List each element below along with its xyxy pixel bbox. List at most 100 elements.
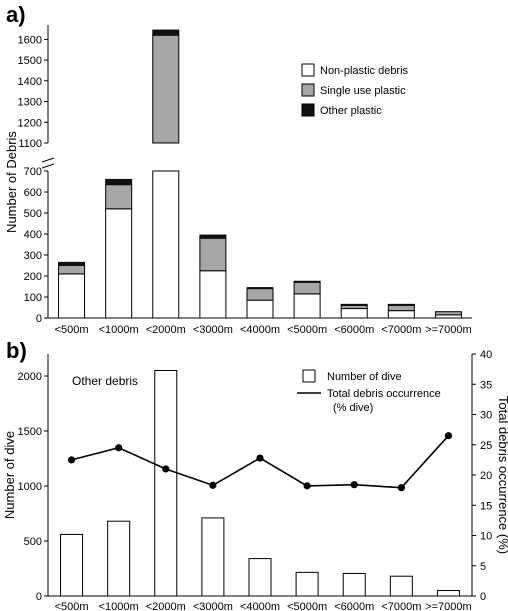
x-tick-label-6000m: <6000m xyxy=(334,601,374,611)
y-tick-label-1300: 1300 xyxy=(18,97,42,109)
chart-b-axes: 0 500 1000 1500 2000 0 5 10 15 20 25 30 35 40 <500m <10… xyxy=(18,349,493,611)
y-tick-label-1100: 1100 xyxy=(18,138,42,150)
bar-other-plastic-4000m xyxy=(246,287,274,290)
x-tick-label-500m: <500m xyxy=(55,324,89,336)
x-tick-label-2000m: <2000m xyxy=(146,601,186,611)
y2-tick-label-0: 0 xyxy=(480,591,486,603)
panel-label-b: b) xyxy=(6,338,27,363)
x-tick-label-1000m: <1000m xyxy=(99,324,139,336)
y2-tick-label-5: 5 xyxy=(480,561,486,573)
y2-tick-label-10: 10 xyxy=(480,531,492,543)
legend-label-non-plastic-debris: Non-plastic debris xyxy=(320,65,409,77)
bar-single-use-plastic-4000m xyxy=(246,288,274,301)
x-tick-label-2000m: <2000m xyxy=(146,324,186,336)
point-total-debris-occurrence-4000m xyxy=(256,454,264,462)
bar-number-of-dive-1000m xyxy=(107,520,131,597)
bar-number-of-dive-7000m xyxy=(436,590,460,597)
bar-single-use-plastic-1000m xyxy=(105,184,133,210)
bar-other-plastic-3000m xyxy=(199,234,227,239)
bar-number-of-dive-5000m xyxy=(295,571,319,597)
point-total-debris-occurrence-3000m xyxy=(209,481,217,489)
x-tick-label-1000m: <1000m xyxy=(99,601,139,611)
chart-a-axes: 0 100 200 300 400 500 600 700 1100 1200 1300 1400 15… xyxy=(18,25,472,336)
bar-number-of-dive-4000m xyxy=(248,558,272,597)
bar-non-plastic-debris-1000m xyxy=(105,208,133,319)
point-total-debris-occurrence-7000m xyxy=(397,484,405,492)
bar-single-use-plastic-500m xyxy=(58,265,86,275)
x-tick-label-3000m: <3000m xyxy=(193,324,233,336)
chart-b-bars xyxy=(60,370,460,597)
x-tick-label-7000m: >=7000m xyxy=(425,601,471,611)
line-total-debris-occurrence xyxy=(71,435,450,489)
chart-a-y-axis-title: Number of Debris xyxy=(4,131,19,233)
point-total-debris-occurrence-500m xyxy=(67,456,76,464)
chart-b-y2-axis-title: Total debris occurrence (%) xyxy=(496,396,508,554)
x-tick-label-3000m: <3000m xyxy=(193,601,233,611)
y-tick-label-500: 500 xyxy=(24,208,42,220)
bar-non-plastic-debris-4000m xyxy=(246,299,274,319)
point-total-debris-occurrence-5000m xyxy=(303,482,311,490)
y-tick-label-100: 100 xyxy=(24,292,42,304)
point-total-debris-occurrence-1000m xyxy=(115,444,123,452)
bar-other-plastic-1000m xyxy=(105,178,133,186)
bar-non-plastic-debris-500m xyxy=(58,273,86,319)
x-tick-label-4000m: <4000m xyxy=(240,601,280,611)
y-tick-label-1500: 1500 xyxy=(18,426,42,438)
point-total-debris-occurrence-7000m xyxy=(444,432,453,440)
bar-non-plastic-debris-3000m xyxy=(199,270,227,319)
chart-a-legend: Non-plastic debris Single use plastic Othe… xyxy=(301,63,409,117)
y-tick-label-1600: 1600 xyxy=(18,34,42,46)
bar-other-plastic-6000m xyxy=(340,303,368,306)
bar-number-of-dive-3000m xyxy=(201,517,225,597)
bar-other-plastic-5000m xyxy=(293,280,321,283)
x-tick-label-4000m: <4000m xyxy=(240,324,280,336)
panel-label-a: a) xyxy=(6,2,26,27)
y-tick-label-600: 600 xyxy=(24,187,42,199)
legend-label-number-of-dive: Number of dive xyxy=(327,371,402,383)
bar-single-use-plastic-5000m xyxy=(293,281,321,295)
x-tick-label-7000m: >=7000m xyxy=(425,324,471,336)
legend-label-line-2: (% dive) xyxy=(333,402,373,414)
y-tick-label-0: 0 xyxy=(36,313,42,325)
legend-label-line-1: Total debris occurrence xyxy=(327,388,441,400)
legend-swatch-non-plastic-debris xyxy=(301,63,315,77)
bar-other-plastic-7000m xyxy=(387,303,415,306)
y-tick-label-700: 700 xyxy=(24,166,42,178)
y2-tick-label-30: 30 xyxy=(480,410,492,422)
bar-other-plastic-500m xyxy=(58,261,86,267)
legend-swatch-other-plastic xyxy=(301,103,315,117)
legend-swatch-number-of-dive xyxy=(302,369,316,383)
x-tick-label-5000m: <5000m xyxy=(287,601,327,611)
y-tick-label-400: 400 xyxy=(24,229,42,241)
bar-number-of-dive-2000m xyxy=(154,370,178,597)
x-tick-label-7000m: <7000m xyxy=(381,324,421,336)
chart-a-bars xyxy=(58,29,462,319)
x-tick-label-5000m: <5000m xyxy=(287,324,327,336)
bar-number-of-dive-500m xyxy=(60,533,84,597)
y-tick-label-1000: 1000 xyxy=(18,481,42,493)
y2-tick-label-20: 20 xyxy=(480,470,492,482)
legend-label-total-debris-occurrence: Total debris occurrence (% dive) xyxy=(327,388,441,414)
y-tick-label-200: 200 xyxy=(24,271,42,283)
point-total-debris-occurrence-6000m xyxy=(350,481,358,489)
chart-b-line xyxy=(67,432,453,492)
point-total-debris-occurrence-2000m xyxy=(162,465,170,473)
legend-label-other-plastic: Other plastic xyxy=(320,105,382,117)
chart-b: b) Other debris Number of dive Total deb… xyxy=(2,338,508,611)
bar-other-plastic-2000m xyxy=(152,29,180,36)
bar-number-of-dive-7000m xyxy=(389,575,413,597)
bar-non-plastic-debris-2000m-lower xyxy=(152,170,180,319)
y2-tick-label-35: 35 xyxy=(480,379,492,391)
y-tick-label-2000: 2000 xyxy=(18,371,42,383)
legend-label-single-use-plastic: Single use plastic xyxy=(320,85,406,97)
x-tick-label-7000m: <7000m xyxy=(381,601,421,611)
bar-number-of-dive-6000m xyxy=(342,572,366,597)
y-tick-label-300: 300 xyxy=(24,250,42,262)
bar-non-plastic-debris-7000m xyxy=(387,310,415,319)
y-tick-label-1200: 1200 xyxy=(18,117,42,129)
y2-tick-label-40: 40 xyxy=(480,349,492,361)
chart-b-annotation: Other debris xyxy=(72,374,138,388)
y2-tick-label-15: 15 xyxy=(480,500,492,512)
bar-non-plastic-debris-5000m xyxy=(293,293,321,319)
